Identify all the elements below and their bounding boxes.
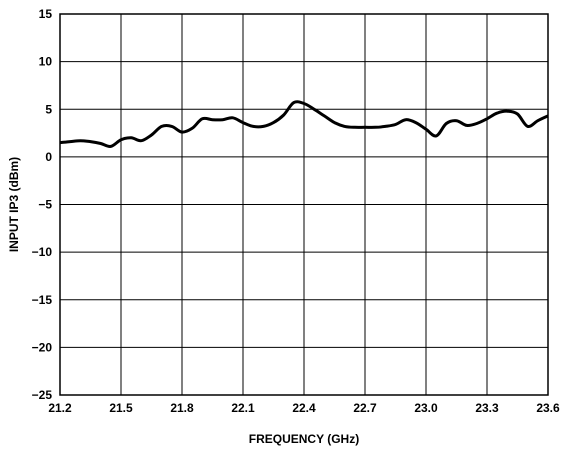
- x-tick-label: 21.8: [170, 401, 194, 415]
- x-tick-label: 23.0: [414, 401, 438, 415]
- y-tick-label: 0: [45, 150, 52, 164]
- y-axis-title: INPUT IP3 (dBm): [7, 157, 21, 252]
- x-tick-label: 23.3: [475, 401, 499, 415]
- y-tick-label: −25: [32, 388, 53, 402]
- x-tick-label: 22.1: [231, 401, 255, 415]
- x-tick-label: 21.2: [48, 401, 72, 415]
- data-line-group: [59, 100, 549, 148]
- y-tick-label: 5: [45, 102, 52, 116]
- y-tick-label: 15: [39, 7, 53, 21]
- y-axis-tick-labels: 15 10 5 0 −5 −10 −15 −20 −25: [32, 7, 53, 402]
- y-tick-label: −20: [32, 340, 53, 354]
- series-line: [59, 100, 549, 148]
- y-tick-label: −15: [32, 293, 53, 307]
- x-axis-tick-labels: 21.2 21.5 21.8 22.1 22.4 22.7 23.0 23.3 23.6: [48, 401, 560, 415]
- x-tick-label: 21.5: [109, 401, 133, 415]
- y-tick-label: −10: [32, 245, 53, 259]
- y-tick-label: 10: [39, 55, 53, 69]
- y-tick-label: −5: [38, 198, 52, 212]
- plot-frame: [59, 13, 549, 396]
- x-axis-title: FREQUENCY (GHz): [249, 432, 359, 446]
- grid-lines: [59, 13, 549, 396]
- x-tick-label: 22.4: [292, 401, 316, 415]
- x-tick-label: 23.6: [536, 401, 560, 415]
- x-tick-label: 22.7: [353, 401, 377, 415]
